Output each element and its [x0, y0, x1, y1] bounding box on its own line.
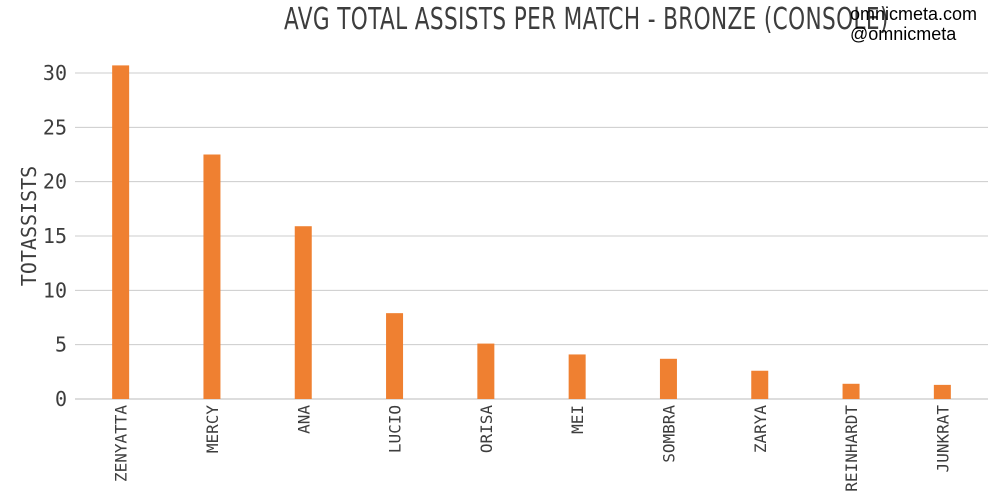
x-tick-label: JUNKRAT	[933, 405, 952, 473]
x-tick-label: ZENYATTA	[112, 405, 131, 482]
x-tick-label: MERCY	[203, 405, 222, 454]
y-tick-label: 15	[43, 224, 67, 248]
bar-sombra	[659, 358, 677, 399]
bar-junkrat	[933, 384, 951, 399]
y-tick-label: 0	[55, 387, 67, 411]
grid-lines	[75, 72, 988, 400]
x-tick-labels: ZENYATTA MERCY ANA LUCIO ORISA MEI SOMBRA ZARYA…	[112, 405, 953, 492]
y-axis-title: TOTASSISTS	[17, 166, 41, 286]
bar-mei	[568, 354, 586, 399]
x-tick-label: LUCIO	[386, 405, 405, 453]
y-tick-label: 30	[43, 61, 67, 85]
x-tick-label: SOMBRA	[659, 405, 678, 463]
x-tick-label: ORISA	[477, 405, 496, 454]
bar-mercy	[203, 154, 221, 399]
bar-reinhardt	[842, 383, 860, 399]
y-tick-label: 5	[55, 333, 67, 357]
y-tick-label: 10	[43, 278, 67, 302]
bar-ana	[294, 226, 312, 399]
x-tick-label: ZARYA	[751, 405, 770, 454]
x-tick-label: MEI	[568, 405, 587, 434]
bars	[112, 65, 951, 399]
x-tick-label: ANA	[294, 405, 313, 434]
y-tick-label: 20	[43, 170, 67, 194]
bar-orisa	[477, 343, 495, 399]
y-tick-label: 25	[43, 115, 67, 139]
y-tick-labels: 0 5 10 15 20 25 30	[43, 61, 67, 411]
bar-zarya	[751, 370, 769, 399]
credit-handle: @omnicmeta	[850, 24, 957, 44]
bar-zenyatta	[112, 65, 130, 399]
x-tick-label: REINHARDT	[842, 405, 861, 492]
credit-site: omnicmeta.com	[850, 4, 978, 24]
bar-lucio	[386, 313, 404, 399]
